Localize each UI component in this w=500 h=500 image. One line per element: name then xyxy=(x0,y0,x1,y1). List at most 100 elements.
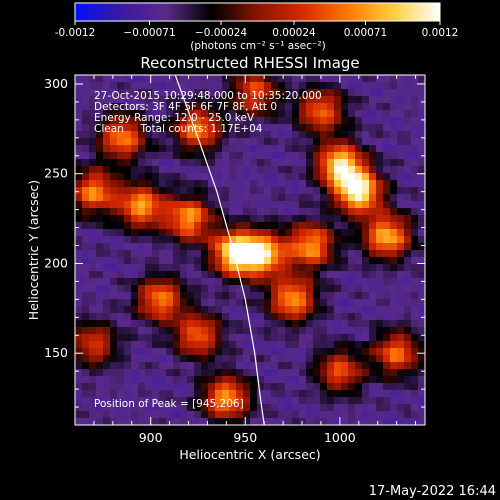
heatmap-cell xyxy=(215,173,223,181)
heatmap-cell xyxy=(96,320,104,328)
heatmap-cell xyxy=(397,271,405,279)
heatmap-cell xyxy=(362,271,370,279)
heatmap-cell xyxy=(110,173,118,181)
heatmap-cell xyxy=(187,145,195,153)
heatmap-cell xyxy=(222,124,230,132)
x-tick-label: 900 xyxy=(139,430,163,445)
heatmap-cell xyxy=(411,355,419,363)
heatmap-cell xyxy=(138,341,146,349)
heatmap-cell xyxy=(411,187,419,195)
heatmap-cell xyxy=(166,138,174,146)
heatmap-cell xyxy=(257,264,265,272)
heatmap-cell xyxy=(334,236,342,244)
heatmap-cell xyxy=(117,306,125,314)
heatmap-cell xyxy=(138,131,146,139)
heatmap-cell xyxy=(264,355,272,363)
heatmap-cell xyxy=(222,187,230,195)
heatmap-cell xyxy=(383,404,391,412)
heatmap-cell xyxy=(110,131,118,139)
heatmap-cell xyxy=(299,222,307,230)
heatmap-cell xyxy=(334,404,342,412)
heatmap-cell xyxy=(278,313,286,321)
heatmap-cell xyxy=(82,208,90,216)
heatmap-cell xyxy=(278,362,286,370)
heatmap-cell xyxy=(376,110,384,118)
heatmap-cell xyxy=(369,82,377,90)
heatmap-cell xyxy=(131,348,139,356)
heatmap-cell xyxy=(138,376,146,384)
heatmap-cell xyxy=(222,390,230,398)
heatmap-cell xyxy=(180,362,188,370)
heatmap-cell xyxy=(264,341,272,349)
heatmap-cell xyxy=(103,124,111,132)
heatmap-cell xyxy=(250,257,258,265)
heatmap-cell xyxy=(257,159,265,167)
heatmap-cell xyxy=(96,166,104,174)
heatmap-cell xyxy=(152,376,160,384)
heatmap-cell xyxy=(215,110,223,118)
heatmap-cell xyxy=(362,306,370,314)
heatmap-cell xyxy=(404,222,412,230)
heatmap-cell xyxy=(404,390,412,398)
heatmap-cell xyxy=(369,404,377,412)
heatmap-cell xyxy=(208,152,216,160)
heatmap-cell xyxy=(348,180,356,188)
heatmap-cell xyxy=(222,334,230,342)
heatmap-cell xyxy=(124,194,132,202)
heatmap-cell xyxy=(355,138,363,146)
heatmap-cell xyxy=(124,103,132,111)
heatmap-cell xyxy=(376,117,384,125)
heatmap-cell xyxy=(145,110,153,118)
heatmap-cell xyxy=(404,271,412,279)
heatmap-cell xyxy=(334,173,342,181)
heatmap-cell xyxy=(201,264,209,272)
heatmap-cell xyxy=(187,411,195,419)
heatmap-cell xyxy=(243,173,251,181)
heatmap-cell xyxy=(117,369,125,377)
heatmap-cell xyxy=(152,96,160,104)
heatmap-cell xyxy=(166,194,174,202)
heatmap-cell xyxy=(362,138,370,146)
heatmap-cell xyxy=(229,341,237,349)
heatmap-cell xyxy=(306,187,314,195)
heatmap-cell xyxy=(264,369,272,377)
heatmap-cell xyxy=(152,327,160,335)
colorbar-tick-label: -0.0012 xyxy=(55,27,96,39)
heatmap-cell xyxy=(313,222,321,230)
heatmap-cell xyxy=(271,362,279,370)
heatmap-cell xyxy=(348,299,356,307)
heatmap-cell xyxy=(180,159,188,167)
heatmap-cell xyxy=(152,278,160,286)
heatmap-cell xyxy=(96,278,104,286)
heatmap-cell xyxy=(201,194,209,202)
heatmap-cell xyxy=(89,369,97,377)
heatmap-cell xyxy=(411,369,419,377)
heatmap-cell xyxy=(397,145,405,153)
heatmap-cell xyxy=(124,327,132,335)
heatmap-cell xyxy=(166,404,174,412)
heatmap-cell xyxy=(264,236,272,244)
heatmap-cell xyxy=(327,334,335,342)
heatmap-cell xyxy=(292,75,300,83)
heatmap-cell xyxy=(299,89,307,97)
heatmap-cell xyxy=(117,341,125,349)
heatmap-cell xyxy=(89,110,97,118)
heatmap-cell xyxy=(376,201,384,209)
heatmap-cell xyxy=(397,376,405,384)
heatmap-cell xyxy=(187,369,195,377)
heatmap-cell xyxy=(82,292,90,300)
heatmap-cell xyxy=(180,89,188,97)
heatmap-cell xyxy=(348,173,356,181)
heatmap-cell xyxy=(271,348,279,356)
heatmap-cell xyxy=(376,173,384,181)
heatmap-cell xyxy=(383,75,391,83)
heatmap-cell xyxy=(82,348,90,356)
heatmap-cell xyxy=(89,355,97,363)
heatmap-cell xyxy=(257,89,265,97)
heatmap-cell xyxy=(397,222,405,230)
heatmap-cell xyxy=(208,404,216,412)
heatmap-cell xyxy=(418,243,425,251)
heatmap-cell xyxy=(159,334,167,342)
heatmap-cell xyxy=(229,96,237,104)
heatmap-cell xyxy=(103,236,111,244)
